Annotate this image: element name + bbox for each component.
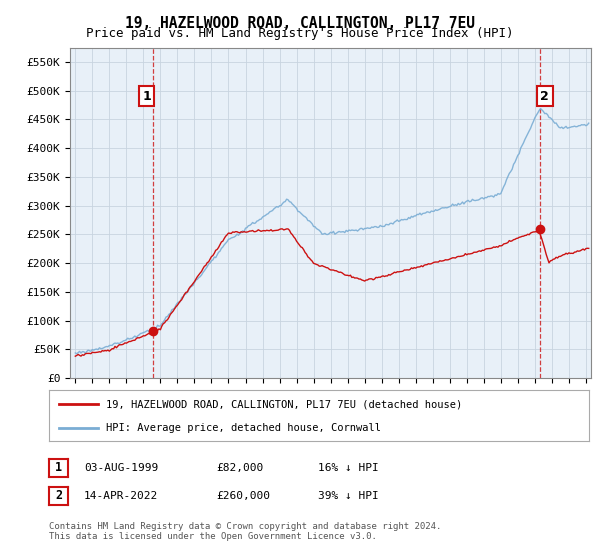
Text: 16% ↓ HPI: 16% ↓ HPI: [318, 463, 379, 473]
Text: 39% ↓ HPI: 39% ↓ HPI: [318, 491, 379, 501]
Text: 14-APR-2022: 14-APR-2022: [84, 491, 158, 501]
Text: 2: 2: [55, 489, 62, 502]
Text: 03-AUG-1999: 03-AUG-1999: [84, 463, 158, 473]
Text: £82,000: £82,000: [216, 463, 263, 473]
Text: 1: 1: [142, 90, 151, 103]
Text: 19, HAZELWOOD ROAD, CALLINGTON, PL17 7EU: 19, HAZELWOOD ROAD, CALLINGTON, PL17 7EU: [125, 16, 475, 31]
Text: Price paid vs. HM Land Registry's House Price Index (HPI): Price paid vs. HM Land Registry's House …: [86, 27, 514, 40]
Text: Contains HM Land Registry data © Crown copyright and database right 2024.
This d: Contains HM Land Registry data © Crown c…: [49, 522, 442, 542]
Text: HPI: Average price, detached house, Cornwall: HPI: Average price, detached house, Corn…: [106, 423, 381, 433]
Text: 19, HAZELWOOD ROAD, CALLINGTON, PL17 7EU (detached house): 19, HAZELWOOD ROAD, CALLINGTON, PL17 7EU…: [106, 399, 462, 409]
Text: 2: 2: [541, 90, 549, 103]
Text: 1: 1: [55, 461, 62, 474]
Text: £260,000: £260,000: [216, 491, 270, 501]
